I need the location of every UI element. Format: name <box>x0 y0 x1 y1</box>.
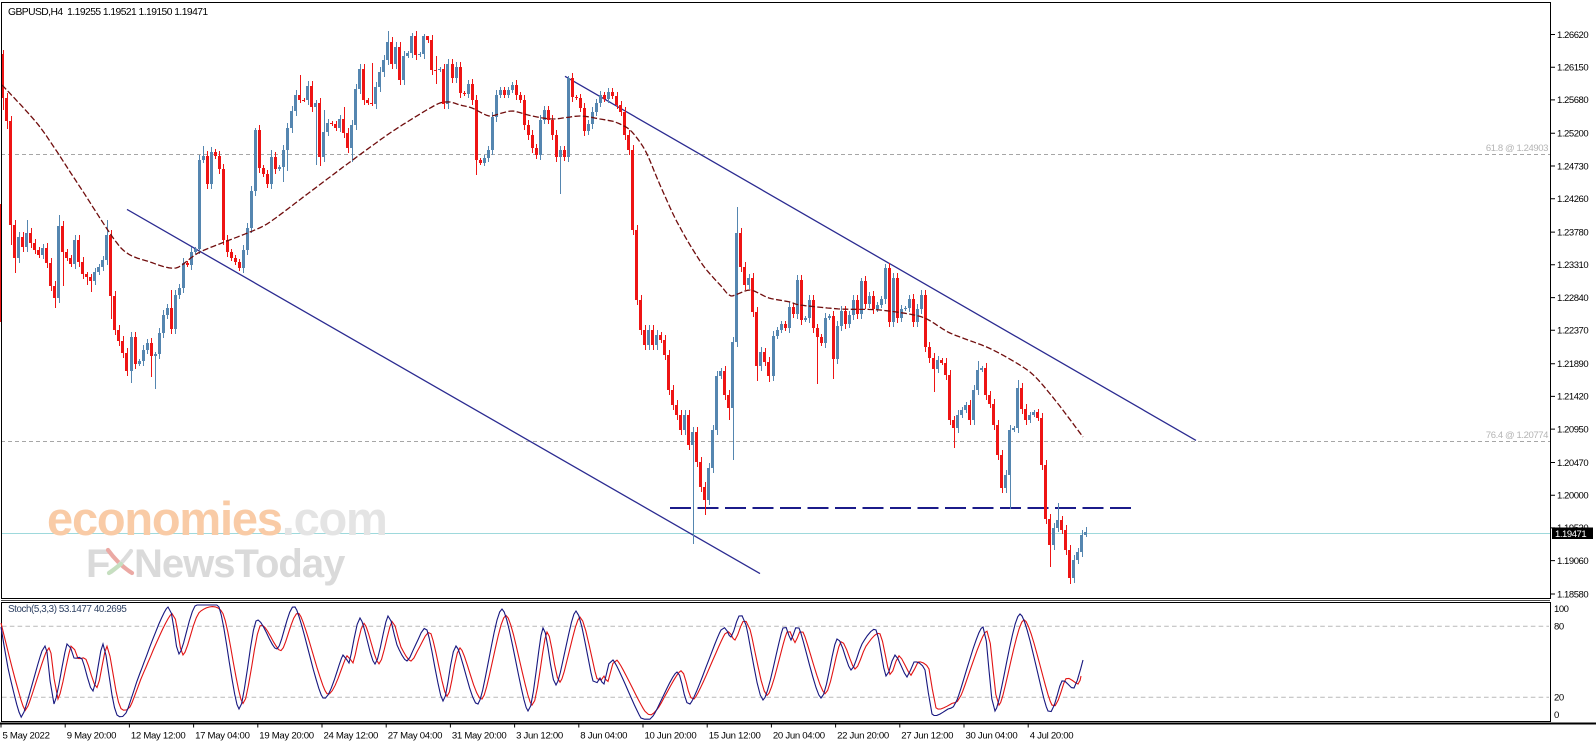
svg-text:GBPUSD,H4 1.19255 1.19521 1.1: GBPUSD,H4 1.19255 1.19521 1.19150 1.1947… <box>8 7 208 18</box>
svg-text:F: F <box>86 542 109 586</box>
svg-text:1.21890: 1.21890 <box>1557 359 1588 370</box>
svg-text:1.21420: 1.21420 <box>1557 392 1588 403</box>
svg-text:1.22370: 1.22370 <box>1557 326 1588 337</box>
svg-text:1.26620: 1.26620 <box>1557 30 1588 41</box>
svg-text:27 Jun 12:00: 27 Jun 12:00 <box>901 731 953 742</box>
svg-text:economies.com: economies.com <box>47 492 387 545</box>
svg-text:1.25200: 1.25200 <box>1557 129 1588 140</box>
svg-text:NewsToday: NewsToday <box>134 542 346 586</box>
svg-text:1.18580: 1.18580 <box>1557 589 1588 600</box>
svg-text:100: 100 <box>1554 604 1569 615</box>
svg-text:20 Jun 04:00: 20 Jun 04:00 <box>773 731 825 742</box>
svg-text:1.20470: 1.20470 <box>1557 458 1588 469</box>
svg-text:1.23780: 1.23780 <box>1557 227 1588 238</box>
svg-text:20: 20 <box>1554 693 1564 704</box>
svg-text:30 Jun 04:00: 30 Jun 04:00 <box>966 731 1018 742</box>
svg-text:1.20000: 1.20000 <box>1557 491 1588 502</box>
svg-text:17 May 04:00: 17 May 04:00 <box>195 731 250 742</box>
svg-text:27 May 04:00: 27 May 04:00 <box>388 731 443 742</box>
svg-text:22 Jun 20:00: 22 Jun 20:00 <box>837 731 889 742</box>
svg-text:31 May 20:00: 31 May 20:00 <box>452 731 507 742</box>
svg-text:24 May 12:00: 24 May 12:00 <box>324 731 379 742</box>
svg-text:9 May 20:00: 9 May 20:00 <box>67 731 117 742</box>
svg-text:1.26150: 1.26150 <box>1557 63 1588 74</box>
svg-text:1.24730: 1.24730 <box>1557 161 1588 172</box>
svg-text:8 Jun 04:00: 8 Jun 04:00 <box>580 731 627 742</box>
svg-text:61.8 @ 1.24903: 61.8 @ 1.24903 <box>1486 143 1548 154</box>
svg-text:1.22840: 1.22840 <box>1557 293 1588 304</box>
svg-text:3 Jun 12:00: 3 Jun 12:00 <box>516 731 563 742</box>
svg-text:4 Jul 20:00: 4 Jul 20:00 <box>1030 731 1074 742</box>
svg-text:1.23310: 1.23310 <box>1557 260 1588 271</box>
svg-text:12 May 12:00: 12 May 12:00 <box>131 731 186 742</box>
svg-text:19 May 20:00: 19 May 20:00 <box>259 731 314 742</box>
svg-text:10 Jun 20:00: 10 Jun 20:00 <box>645 731 697 742</box>
svg-text:1.19060: 1.19060 <box>1557 556 1588 567</box>
svg-text:0: 0 <box>1554 710 1559 721</box>
svg-text:1.19471: 1.19471 <box>1555 529 1586 540</box>
svg-text:80: 80 <box>1554 622 1564 633</box>
svg-text:1.20950: 1.20950 <box>1557 424 1588 435</box>
svg-text:1.24260: 1.24260 <box>1557 194 1588 205</box>
svg-text:76.4 @ 1.20774: 76.4 @ 1.20774 <box>1486 430 1548 441</box>
svg-text:1.25680: 1.25680 <box>1557 95 1588 106</box>
svg-text:Stoch(5,3,3) 53.1477 40.2695: Stoch(5,3,3) 53.1477 40.2695 <box>8 604 127 615</box>
svg-text:15 Jun 12:00: 15 Jun 12:00 <box>709 731 761 742</box>
svg-text:5 May 2022: 5 May 2022 <box>3 731 50 742</box>
